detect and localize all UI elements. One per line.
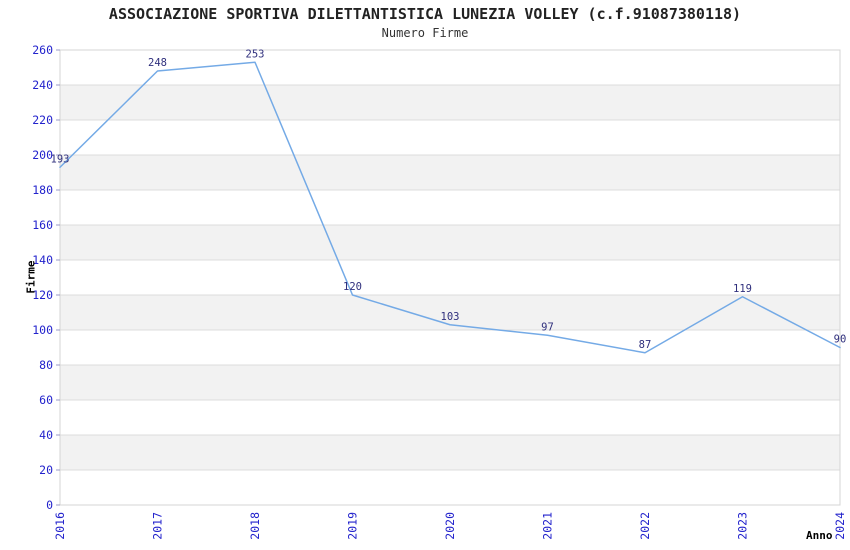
data-point-label: 90 <box>834 334 847 346</box>
background-band <box>60 435 840 470</box>
data-point-label: 193 <box>51 153 70 165</box>
data-point-label: 97 <box>541 321 554 333</box>
x-tick-label: 2021 <box>541 512 555 540</box>
data-line <box>59 61 841 354</box>
data-point-label: 248 <box>148 57 167 69</box>
chart-subtitle: Numero Firme <box>381 26 469 40</box>
background-band <box>60 225 840 260</box>
x-axis-title: Anno <box>806 529 833 542</box>
data-point-label: 119 <box>733 283 752 295</box>
y-tick-label: 240 <box>32 78 53 92</box>
y-tick-label: 60 <box>39 393 53 407</box>
chart-title: ASSOCIAZIONE SPORTIVA DILETTANTISTICA LU… <box>108 5 742 23</box>
x-tick-label: 2023 <box>736 512 750 540</box>
y-tick-label: 260 <box>32 43 53 57</box>
x-tick-label: 2019 <box>346 512 360 540</box>
x-tick-label: 2016 <box>53 512 67 540</box>
background-band <box>60 155 840 190</box>
y-tick-label: 100 <box>32 323 53 337</box>
data-point-label: 120 <box>343 281 362 293</box>
y-tick-label: 20 <box>39 463 53 477</box>
data-point-label: 87 <box>639 339 652 351</box>
y-tick-label: 200 <box>32 148 53 162</box>
y-tick-label: 180 <box>32 183 53 197</box>
x-tick-label: 2018 <box>248 512 262 540</box>
data-point-label: 253 <box>246 48 265 60</box>
x-tick-label: 2020 <box>443 512 457 540</box>
y-tick-label: 220 <box>32 113 53 127</box>
y-tick-label: 160 <box>32 218 53 232</box>
y-tick-label: 140 <box>32 253 53 267</box>
y-tick-label: 0 <box>46 498 53 512</box>
plot-border <box>59 49 841 506</box>
x-tick-label: 2024 <box>833 512 847 540</box>
y-tick-label: 40 <box>39 428 53 442</box>
x-tick-label: 2017 <box>151 512 165 540</box>
y-tick-label: 80 <box>39 358 53 372</box>
background-band <box>60 365 840 400</box>
y-tick-label: 120 <box>32 288 53 302</box>
data-point-label: 103 <box>441 311 460 323</box>
x-tick-label: 2022 <box>638 512 652 540</box>
background-band <box>60 85 840 120</box>
y-axis-title: Firme <box>24 260 38 294</box>
